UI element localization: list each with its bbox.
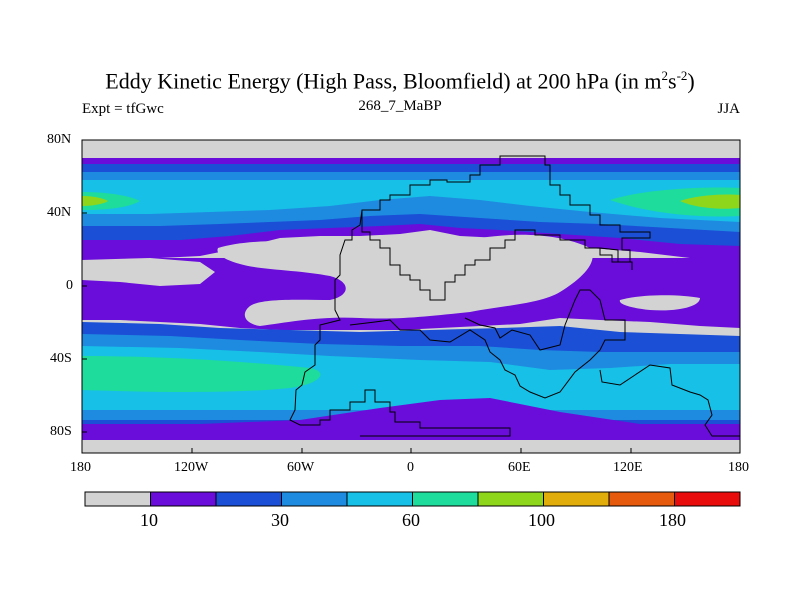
axis-ticks xyxy=(81,139,741,453)
coastline-australia xyxy=(599,364,740,437)
colorbar-swatch xyxy=(150,491,217,507)
colorbar-label-30: 30 xyxy=(271,510,289,530)
lon-label-60w: 60W xyxy=(287,460,315,475)
colorbar-swatch xyxy=(608,491,675,507)
lon-label-0: 0 xyxy=(407,460,414,475)
lat-label-40s: 40S xyxy=(50,351,72,366)
tropics-gray-east xyxy=(619,295,700,311)
contour-field xyxy=(82,140,740,453)
coastline-asia-east xyxy=(599,247,633,270)
north-band-lime-right xyxy=(680,194,740,209)
map-title: Eddy Kinetic Energy (High Pass, Bloomfie… xyxy=(105,68,695,94)
title-superscript-minus2: -2 xyxy=(676,68,688,83)
lat-label-40n: 40N xyxy=(47,205,72,220)
north-band-green-left xyxy=(82,192,140,210)
colorbar-label-180: 180 xyxy=(659,510,686,530)
south-band-green xyxy=(82,356,321,392)
lon-label-120w: 120W xyxy=(174,460,209,475)
lat-label-0: 0 xyxy=(66,278,73,293)
colorbar-swatch xyxy=(477,491,544,507)
colorbar-swatch xyxy=(281,491,348,507)
colorbar-label-10: 10 xyxy=(140,510,158,530)
south-band-cyan xyxy=(82,346,740,410)
coastline-africa xyxy=(349,289,626,399)
colorbar-swatch xyxy=(346,491,413,507)
colorbar-swatch xyxy=(543,491,610,507)
lon-label-180e: 180 xyxy=(728,460,749,475)
lon-label-120e: 120E xyxy=(613,460,643,475)
north-band-green-right xyxy=(610,187,740,217)
coastline-eurasia-north xyxy=(361,155,651,301)
colorbar xyxy=(84,491,741,507)
colorbar-swatch xyxy=(215,491,282,507)
title-superscript-2: 2 xyxy=(661,68,669,83)
tropics-gray-west xyxy=(82,258,215,286)
north-band-lime-left xyxy=(82,196,108,206)
experiment-label: Expt = tfGwc xyxy=(82,101,164,117)
season-label: JJA xyxy=(717,101,740,117)
south-gray-pole xyxy=(82,440,740,453)
colorbar-label-100: 100 xyxy=(528,510,555,530)
colorbar-swatch xyxy=(412,491,479,507)
coastlines xyxy=(289,155,740,437)
colorbar-label-60: 60 xyxy=(402,510,420,530)
south-band-lower-purple xyxy=(82,398,740,440)
lon-label-180w: 180 xyxy=(70,460,91,475)
lat-label-80n: 80N xyxy=(47,132,72,147)
colorbar-swatch xyxy=(84,491,151,507)
lon-label-60e: 60E xyxy=(508,460,531,475)
run-label: 268_7_MaBP xyxy=(358,98,442,114)
lat-label-80s: 80S xyxy=(50,424,72,439)
north-band-cyan xyxy=(82,180,740,222)
coastline-americas xyxy=(289,209,511,437)
tropics-gray-main xyxy=(217,234,593,326)
colorbar-swatch xyxy=(674,491,741,507)
